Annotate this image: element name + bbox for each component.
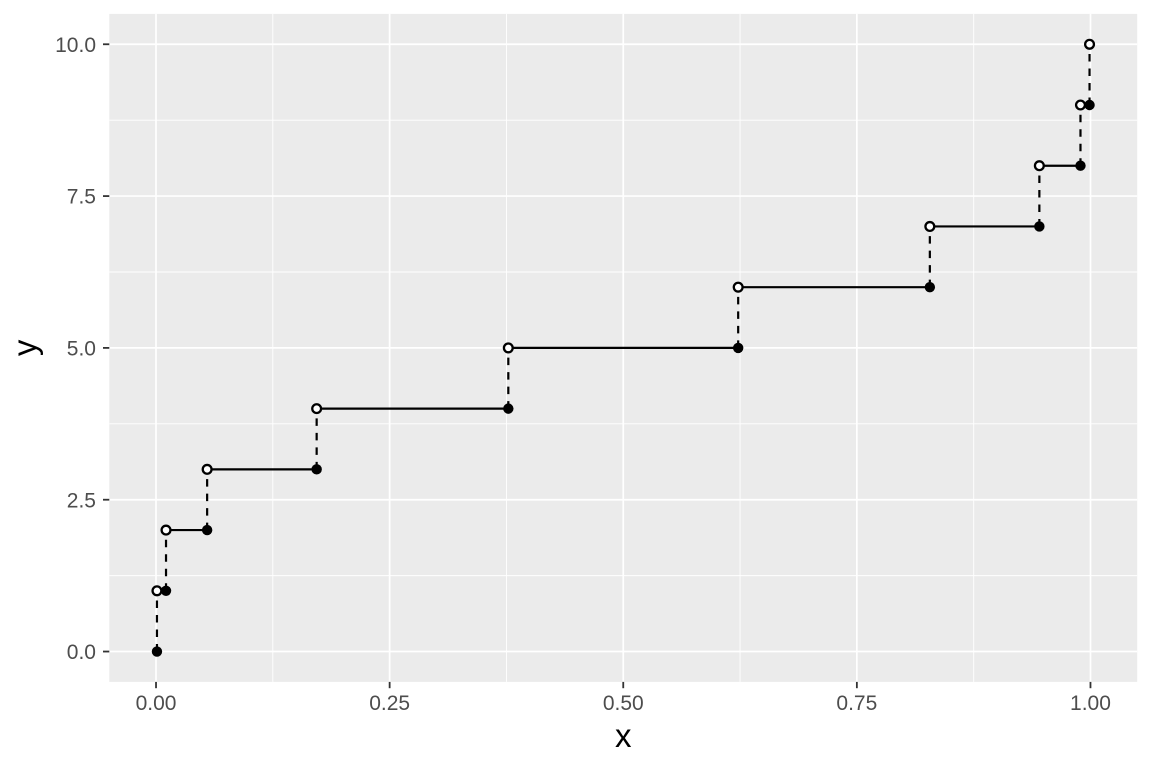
y-axis-tick-label: 2.5 — [67, 489, 96, 512]
x-axis-tick-label: 1.00 — [1070, 692, 1111, 715]
y-axis-tick-label: 10.0 — [55, 34, 96, 57]
y-tick-labels: 0.0 2.5 5.0 7.5 10.0 — [55, 34, 96, 664]
step-point-closed — [1034, 221, 1045, 232]
x-axis-tick-label: 0.00 — [136, 692, 177, 715]
step-dashed-risers — [155, 44, 1091, 652]
step-point-open — [201, 463, 213, 475]
x-axis-tick-label: 0.75 — [836, 692, 877, 715]
step-point-closed — [311, 464, 322, 475]
y-axis-tick-label: 7.5 — [67, 186, 96, 209]
step-point-closed — [160, 585, 172, 597]
y-axis-title: y — [6, 339, 43, 356]
step-point-open — [924, 220, 936, 232]
step-point-open — [311, 403, 323, 415]
step-point-closed — [924, 281, 936, 293]
step-point-open — [1083, 38, 1096, 50]
step-point-open — [732, 281, 744, 293]
step-point-closed — [1075, 160, 1086, 171]
x-axis-title: x — [615, 717, 632, 754]
x-axis-tick-label: 0.50 — [603, 692, 644, 715]
step-point-closed — [151, 646, 163, 657]
step-point-open — [160, 524, 172, 536]
step-point-open — [1033, 160, 1045, 172]
step-point-open — [502, 342, 514, 354]
step-point-closed — [1084, 99, 1095, 111]
x-tick-labels: 0.00 0.25 0.50 0.75 1.00 — [136, 692, 1111, 715]
closed-points — [151, 99, 1095, 657]
step-point-closed — [503, 403, 514, 414]
axis-tick-marks — [103, 43, 1092, 689]
open-points — [151, 38, 1096, 597]
step-point-open — [1074, 99, 1087, 111]
step-point-closed — [732, 342, 744, 354]
y-axis-tick-label: 5.0 — [67, 338, 96, 361]
x-axis-tick-label: 0.25 — [369, 692, 410, 715]
step-point-open — [151, 585, 163, 597]
step-point-closed — [201, 524, 213, 536]
y-axis-tick-label: 0.0 — [67, 641, 96, 664]
step-solid-segments — [156, 103, 1090, 592]
